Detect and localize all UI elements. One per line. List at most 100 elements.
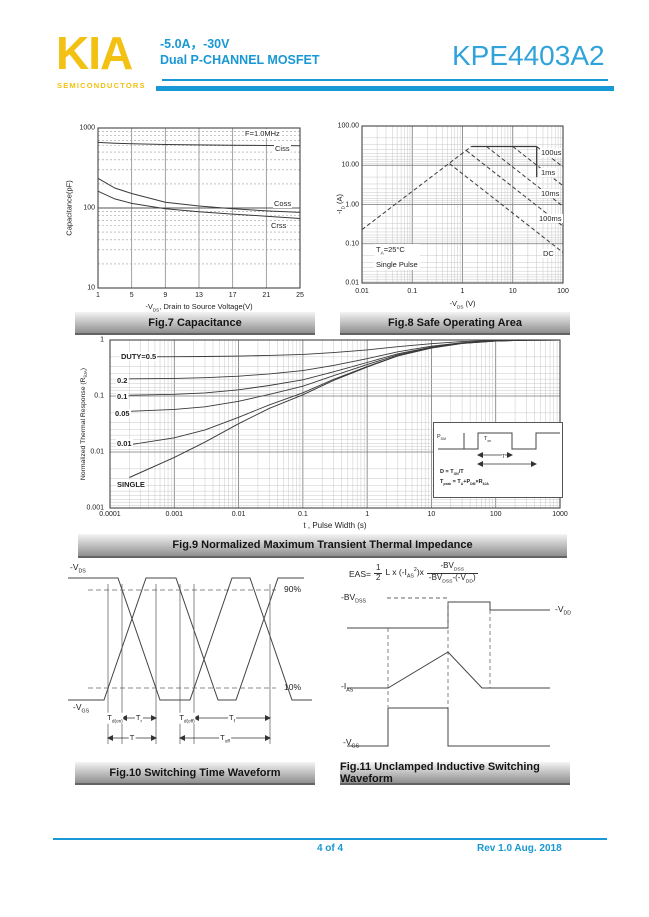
fig8-caption-text: Fig.8 Safe Operating Area xyxy=(387,316,523,329)
tick-label: 0.10 xyxy=(345,240,359,248)
toff-label: Toff xyxy=(219,732,231,744)
soa-line-RDS(on)-limit xyxy=(361,146,472,230)
ton-label: T xyxy=(128,732,136,744)
curve-Ciss xyxy=(97,141,301,147)
tick-label: 1 xyxy=(460,288,465,295)
ciss-curve-label: Ciss xyxy=(274,144,291,153)
tick-label: 5 xyxy=(129,292,134,299)
label-90pct: 90% xyxy=(284,584,302,594)
tick-label: 10.00 xyxy=(341,161,359,169)
tick-label: 0.01 xyxy=(345,279,359,287)
vgs-label: -VGS xyxy=(73,702,90,715)
soa-label-dc: DC xyxy=(542,249,555,258)
page-number: 4 of 4 xyxy=(316,843,344,854)
fig11-caption: Fig.11 Unclamped Inductive Switching Wav… xyxy=(340,760,570,785)
fig10-caption-text: Fig.10 Switching Time Waveform xyxy=(109,766,281,779)
fig7-plot xyxy=(97,127,301,289)
fig9-ylabel: Normalized Thermal Response (RθJA) xyxy=(79,367,89,481)
curve-duty-0.01 xyxy=(129,339,561,446)
avalanche-current-waveform xyxy=(347,651,550,689)
tick-label: 10 xyxy=(427,511,436,518)
ton-label: Ton xyxy=(484,436,492,444)
tick-label: 1.00 xyxy=(345,201,359,208)
soa-line-100ms xyxy=(466,150,564,227)
fig9-pulse-definition-inset: PDM Ton T D = TON/T Tpeak = TA+PDM×RθJA xyxy=(433,422,563,498)
fig11-vgs-label: -VGS xyxy=(343,737,360,750)
tick-label: 1000 xyxy=(552,511,568,518)
duty-label-01: 0.1 xyxy=(116,392,129,401)
kia-logo: KIA xyxy=(56,27,133,79)
vds-label: -VDS xyxy=(70,562,86,575)
fig8-caption: Fig.8 Safe Operating Area xyxy=(340,312,570,335)
tick-label: 1 xyxy=(96,292,100,299)
tick-label: 100 xyxy=(557,288,569,295)
device-rating: -5.0A，-30V xyxy=(160,37,230,51)
fig11-diagram xyxy=(347,597,550,747)
tick-label: 1000 xyxy=(79,124,95,132)
tick-label: 10 xyxy=(508,288,517,295)
fig7-y-axis-ticks: 1000 100 10 xyxy=(68,124,95,292)
tick-label: 25 xyxy=(296,292,304,299)
label-10pct: 10% xyxy=(284,682,302,692)
duty-label-005: 0.05 xyxy=(114,409,131,418)
tick-label: 17 xyxy=(228,292,237,299)
pulse-train-path xyxy=(438,432,560,450)
curve-Crss xyxy=(97,190,301,219)
soa-label-100ms: 100ms xyxy=(538,214,563,223)
pdm-label: PDM xyxy=(437,434,446,442)
fig8-y-axis-ticks: 100.00 10.00 1.00 0.10 0.01 xyxy=(330,122,359,287)
tick-label: 10 xyxy=(87,284,95,292)
revision-text: Rev 1.0 Aug. 2018 xyxy=(477,843,562,854)
fig7-caption-text: Fig.7 Capacitance xyxy=(148,316,242,329)
tick-label: 0.1 xyxy=(94,392,104,400)
tick-label: 13 xyxy=(195,292,203,299)
soa-line-DC xyxy=(449,163,564,253)
td-off-label: Td(off) xyxy=(178,712,196,724)
footer-rule xyxy=(53,838,607,840)
tick-label: 0.0001 xyxy=(99,511,121,518)
tf-label: Tf xyxy=(228,712,236,724)
duty-label-02: 0.2 xyxy=(116,376,129,385)
tick-label: 21 xyxy=(262,292,271,299)
tick-label: 0.01 xyxy=(90,448,104,456)
fig7-caption: Fig.7 Capacitance xyxy=(75,312,315,335)
tick-label: 0.001 xyxy=(86,504,104,512)
fig9-caption-text: Fig.9 Normalized Maximum Transient Therm… xyxy=(172,539,473,551)
fig9-thermal-impedance-chart: 1 0.1 0.01 0.001 0.0001 0.001 0.01 0.1 1 10 100 10… xyxy=(70,332,590,532)
curve-Coss xyxy=(97,177,301,213)
fig7-frequency-label: F=1.0MHz xyxy=(244,129,281,138)
gate-voltage-waveform xyxy=(347,707,550,747)
vdd-label: -VDD xyxy=(555,604,572,617)
tick-label: 9 xyxy=(163,292,168,299)
tick-label: 0.01 xyxy=(231,511,246,518)
vds-waveform xyxy=(68,577,312,701)
drain-voltage-waveform xyxy=(347,601,550,629)
tick-label: 0.1 xyxy=(297,511,308,518)
tick-label: 100.00 xyxy=(337,122,359,130)
fig8-ylabel: -ID (A) xyxy=(334,193,346,215)
header-rule-thin xyxy=(162,79,608,81)
single-pulse-label: SINGLE xyxy=(116,480,146,489)
fig8-xlabel: -VDS (V) xyxy=(449,299,476,310)
duty-label-0５: DUTY=0.5 xyxy=(120,352,158,361)
fig7-ylabel: Capacitance(pF) xyxy=(65,180,74,235)
tick-label: 0.01 xyxy=(355,288,369,295)
fig9-x-axis-ticks: 0.0001 0.001 0.01 0.1 1 10 100 1000 xyxy=(99,511,568,519)
tick-label: 100 xyxy=(489,511,502,518)
coss-curve-label: Coss xyxy=(273,199,293,208)
fig7-capacitance-chart: 1000 100 10 1 5 9 13 17 21 25 Capacitance(pF) -V… xyxy=(60,118,315,336)
tick-label: 1 xyxy=(365,511,370,518)
fig7-xlabel: -VDS, Drain to Source Voltage(V) xyxy=(145,302,253,313)
td-on-label: Td(on) xyxy=(106,712,124,724)
tpeak-formula: Tpeak = TA+PDM×RθJA xyxy=(440,479,489,487)
header-rule-thick xyxy=(156,86,614,91)
fig10-caption: Fig.10 Switching Time Waveform xyxy=(75,762,315,785)
crss-curve-label: Crss xyxy=(270,221,288,230)
period-label: T xyxy=(502,454,506,460)
fig7-ylabel-text: Capacitance(pF) xyxy=(64,180,74,236)
soa-label-100us: 100us xyxy=(540,148,563,157)
fig11-caption-text: Fig.11 Unclamped Inductive Switching Wav… xyxy=(340,760,540,785)
